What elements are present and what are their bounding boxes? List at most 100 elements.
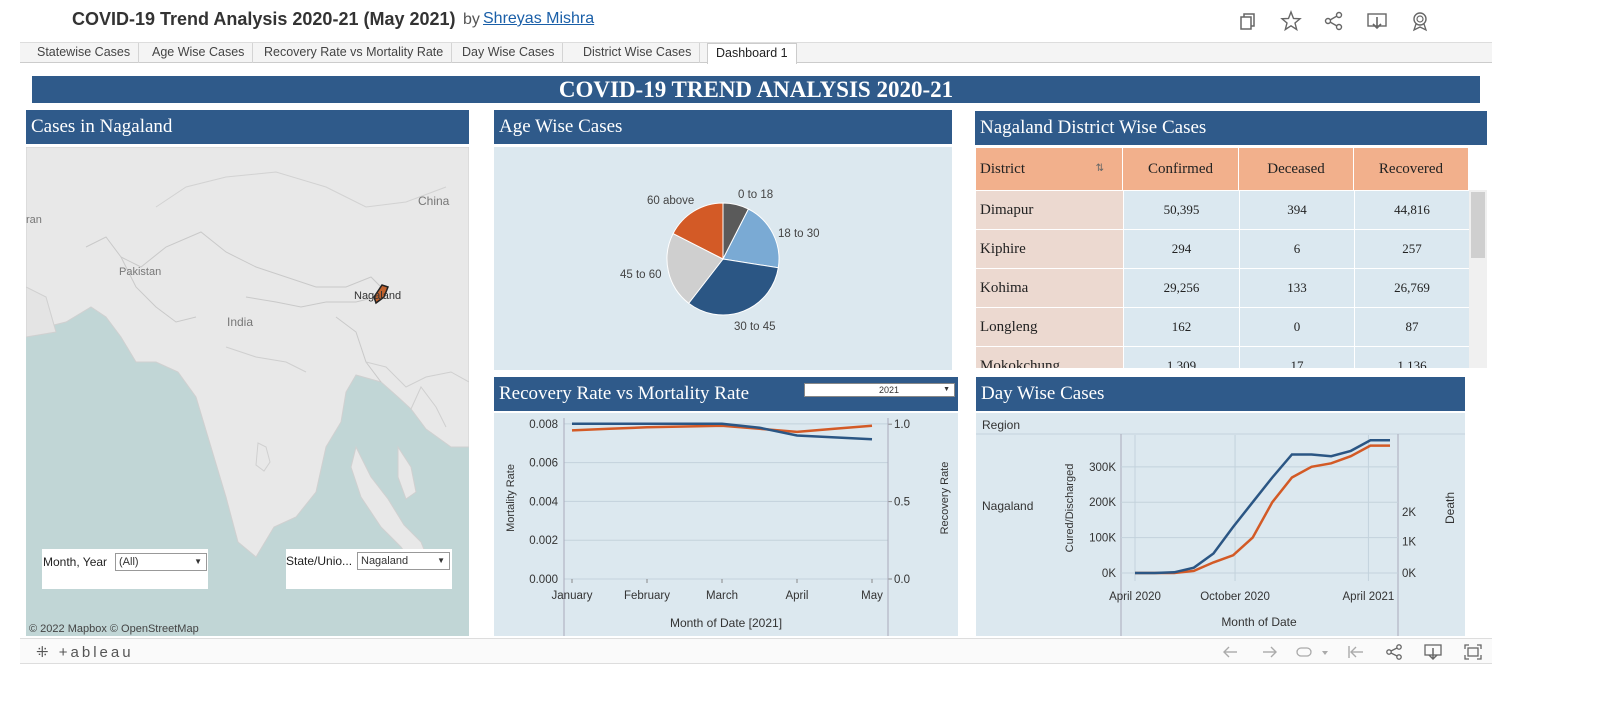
duplicate-icon[interactable] (1237, 10, 1259, 32)
undo-icon[interactable] (1220, 643, 1240, 661)
star-icon[interactable] (1280, 10, 1302, 32)
y-tick-label: 200K (1089, 497, 1116, 509)
y-axis-title: Cured/Discharged (1064, 464, 1076, 553)
bottom-toolbar: ⁜ +ableau (20, 638, 1492, 664)
table-row[interactable]: Kiphire 294 6 257 (976, 230, 1469, 269)
sort-icon[interactable]: ⇅ (1095, 163, 1104, 174)
column-header-recovered[interactable]: Recovered (1354, 148, 1469, 190)
tab-dashboard-1[interactable]: Dashboard 1 (707, 43, 797, 64)
district-panel-title: Nagaland District Wise Cases (975, 111, 1487, 145)
by-label: by (463, 11, 480, 28)
recovery-rate-line[interactable] (571, 424, 873, 434)
state-dropdown[interactable]: Nagaland ▼ (357, 552, 450, 570)
district-name-cell: Longleng (976, 308, 1123, 346)
district-name-cell: Kiphire (976, 230, 1123, 268)
value-cell: 17 (1239, 347, 1354, 368)
month-year-dropdown[interactable]: (All) ▼ (115, 553, 207, 571)
revert-icon[interactable] (1295, 643, 1331, 661)
download-icon[interactable] (1423, 643, 1443, 661)
x-tick-label: April 2020 (1109, 591, 1161, 603)
table-row[interactable]: Longleng 162 0 87 (976, 308, 1469, 347)
fullscreen-icon[interactable] (1463, 643, 1483, 661)
pie-label: 30 to 45 (734, 321, 776, 333)
daywise-panel-title: Day Wise Cases (976, 377, 1465, 411)
y2-axis-title: Death (1443, 492, 1457, 524)
map-label-pakistan: Pakistan (119, 266, 161, 278)
y-tick-label: 0K (1102, 568, 1116, 580)
column-header-label: District (980, 161, 1025, 177)
x-axis-title: Month of Date [2021] (670, 616, 782, 630)
tab-recovery-rate-vs-mortality-rate[interactable]: Recovery Rate vs Mortality Rate (256, 43, 453, 63)
map-label-india: India (227, 315, 253, 329)
tab-age-wise-cases[interactable]: Age Wise Cases (144, 43, 254, 63)
y2-tick-label: 1K (1402, 537, 1416, 549)
district-name-cell: Dimapur (976, 191, 1123, 229)
first-page-icon[interactable] (1346, 643, 1366, 661)
chevron-down-icon: ▼ (437, 556, 445, 565)
column-header-deceased[interactable]: Deceased (1239, 148, 1354, 190)
pie-label: 0 to 18 (738, 189, 773, 201)
y2-tick-label: 0.0 (894, 574, 910, 586)
pie-slice-60-above[interactable] (672, 202, 724, 260)
district-table: District ⇅ Confirmed Deceased Recovered Dimap… (976, 148, 1469, 368)
value-cell: 1,309 (1123, 347, 1239, 368)
y-tick-label: 0.008 (529, 419, 558, 431)
share-icon[interactable] (1323, 10, 1345, 32)
redo-icon[interactable] (1260, 643, 1280, 661)
x-tick-label: February (624, 590, 670, 602)
badge-icon[interactable] (1409, 10, 1431, 32)
table-scrollbar-thumb[interactable] (1471, 192, 1485, 258)
y-axis-title: Mortality Rate (505, 464, 517, 532)
y-tick-label: 300K (1089, 462, 1116, 474)
table-row[interactable]: Kohima 29,256 133 26,769 (976, 269, 1469, 308)
x-axis-title: Month of Date (1221, 615, 1297, 629)
share-icon[interactable] (1384, 643, 1404, 661)
plot-area (564, 418, 888, 579)
nagaland-map[interactable]: China Pakistan India Nagaland ran © 2022… (26, 147, 469, 636)
recovery-panel-body: 0.008 0.006 0.004 0.002 0.000 1.0 0.5 0.0 Januar… (494, 413, 958, 636)
value-cell: 44,816 (1354, 191, 1469, 229)
mortality-rate-line[interactable] (572, 422, 873, 441)
pie-slice-18-to-30[interactable] (722, 208, 780, 269)
value-cell: 87 (1354, 308, 1469, 346)
daywise-line-chart: Region Nagaland 300K 200K 100K 0K 2K 1K 0K April … (976, 418, 1465, 636)
x-tick-label: January (552, 590, 593, 602)
year-value: 2021 (879, 385, 900, 395)
chevron-down-icon: ▼ (194, 557, 202, 566)
y-tick-label: 0.000 (529, 574, 558, 586)
age-pie-chart: 0 to 18 18 to 30 30 to 45 45 to 60 60 above (620, 189, 820, 333)
tab-district-wise-cases[interactable]: District Wise Cases (575, 43, 701, 63)
map-panel-title: Cases in Nagaland (26, 110, 469, 144)
column-header-label: Confirmed (1148, 161, 1213, 177)
state-filter: State/Unio... Nagaland ▼ (286, 549, 452, 589)
daywise-panel-body: Region Nagaland 300K 200K 100K 0K 2K 1K 0K April … (976, 413, 1465, 636)
dashboard-banner: COVID-19 TREND ANALYSIS 2020-21 (32, 76, 1480, 103)
value-cell: 29,256 (1123, 269, 1239, 307)
pie-slice-45-to-60[interactable] (666, 232, 724, 304)
pie-label: 45 to 60 (620, 269, 662, 281)
column-header-confirmed[interactable]: Confirmed (1123, 148, 1239, 190)
tab-statewise-cases[interactable]: Statewise Cases (29, 43, 140, 63)
download-icon[interactable] (1366, 10, 1388, 32)
month-year-filter: Month, Year (All) ▼ (42, 549, 208, 589)
age-panel-body: 0 to 18 18 to 30 30 to 45 45 to 60 60 above (494, 147, 952, 370)
year-dropdown[interactable]: 2021 ▼ (804, 383, 955, 397)
district-name-cell: Mokokchung (976, 347, 1123, 368)
value-cell: 6 (1239, 230, 1354, 268)
y2-tick-label: 2K (1402, 507, 1416, 519)
table-row[interactable]: Mokokchung 1,309 17 1,136 (976, 347, 1469, 368)
tab-day-wise-cases[interactable]: Day Wise Cases (454, 43, 564, 63)
map-label-iran: ran (26, 214, 42, 226)
map-attribution: © 2022 Mapbox © OpenStreetMap (29, 623, 199, 635)
pie-slice-30-to-45[interactable] (687, 258, 779, 316)
death-line[interactable] (1135, 444, 1390, 575)
table-row[interactable]: Dimapur 50,395 394 44,816 (976, 191, 1469, 230)
pie-label: 60 above (647, 195, 694, 207)
recovery-line-chart: 0.008 0.006 0.004 0.002 0.000 1.0 0.5 0.0 Januar… (505, 418, 951, 636)
author-link[interactable]: Shreyas Mishra (483, 10, 595, 27)
value-cell: 133 (1239, 269, 1354, 307)
cured-discharged-line[interactable] (1135, 439, 1390, 575)
chevron-down-icon: ▼ (943, 386, 950, 393)
column-header-district[interactable]: District ⇅ (976, 148, 1123, 190)
value-cell: 294 (1123, 230, 1239, 268)
